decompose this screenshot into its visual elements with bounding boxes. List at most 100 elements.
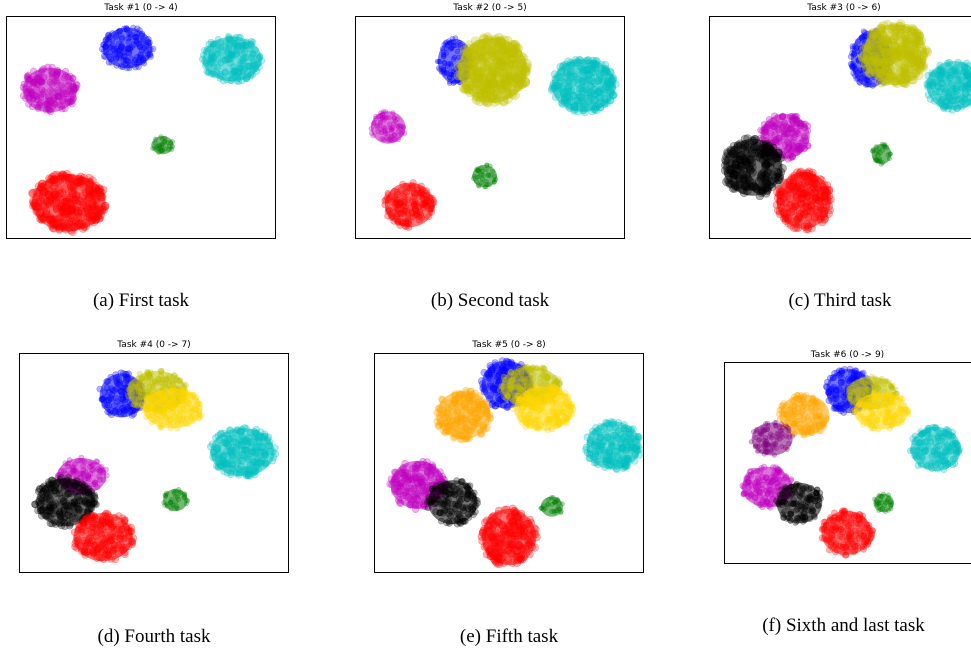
scatter-point (620, 425, 629, 433)
scatter-point (723, 175, 733, 184)
scatter-point (69, 74, 77, 82)
scatter-point (392, 212, 400, 220)
scatter-point (570, 106, 579, 115)
scatter-point (767, 157, 776, 167)
scatter-point (749, 181, 759, 191)
scatter-point (613, 433, 621, 441)
scatter-point (214, 463, 223, 471)
scatter-point (214, 35, 222, 43)
scatter-point (602, 458, 610, 467)
scatter-point (590, 105, 599, 114)
scatter-point (193, 394, 200, 401)
scatter-point (226, 446, 235, 454)
scatter-point (912, 28, 922, 38)
scatter-point (64, 489, 73, 498)
scatter-point (946, 74, 955, 82)
scatter-point (854, 38, 861, 45)
scatter-point (436, 58, 442, 65)
scatter-point (517, 388, 524, 396)
scatter-point (485, 172, 491, 178)
scatter-point (378, 110, 384, 116)
cluster-core (384, 182, 435, 228)
scatter-point (471, 91, 482, 102)
scatter-point (42, 101, 50, 109)
scatter-point (371, 119, 377, 126)
scatter-point (253, 453, 261, 462)
scatter-point (556, 77, 565, 86)
scatter-point (52, 499, 60, 508)
scatter-point (594, 76, 603, 85)
scatter-point (160, 410, 168, 417)
scatter-point (734, 174, 744, 184)
scatter-point (162, 381, 169, 388)
scatter-point (399, 464, 407, 472)
scatter-point (220, 459, 229, 467)
scatter-point (122, 370, 129, 378)
scatter-point (111, 48, 119, 56)
scatter-point (120, 516, 129, 525)
scatter-point (905, 49, 915, 59)
cluster-core (202, 36, 262, 82)
scatter-point (192, 406, 199, 413)
scatter-point (530, 416, 538, 424)
scatter-point (266, 438, 274, 446)
scatter-point (588, 56, 597, 65)
scatter-point (531, 398, 539, 406)
scatter-point (739, 166, 749, 176)
scatter-point (948, 66, 956, 74)
scatter-point (98, 540, 107, 548)
scatter-point (43, 489, 51, 497)
scatter-point (549, 400, 557, 408)
scatter-point (104, 550, 113, 558)
scatter-point (405, 476, 413, 485)
scatter-point (113, 378, 121, 386)
scatter-point (549, 79, 558, 88)
scatter-point (926, 82, 934, 90)
scatter-point (497, 368, 505, 376)
scatter-point (501, 365, 510, 373)
scatter-point (133, 37, 141, 45)
scatter-point (903, 58, 913, 68)
scatter-point (885, 64, 895, 74)
scatter-point (880, 77, 890, 87)
scatter-point (467, 387, 475, 396)
scatter-point (889, 72, 899, 82)
scatter-point (255, 437, 264, 445)
scatter-point (514, 66, 525, 76)
scatter-point (544, 394, 552, 402)
scatter-point (857, 67, 864, 74)
scatter-point (928, 81, 937, 89)
scatter-point (116, 531, 125, 540)
scatter-point (441, 41, 447, 48)
scatter-point (139, 379, 146, 386)
scatter-point (73, 502, 81, 510)
scatter-point (71, 86, 79, 94)
scatter-point (602, 82, 611, 91)
scatter-point (950, 65, 958, 73)
scatter-point (580, 99, 589, 108)
scatter-point (762, 160, 771, 169)
scatter-point (481, 424, 489, 433)
scatter-point (168, 415, 175, 423)
scatter-point (957, 76, 965, 84)
scatter-point (93, 211, 102, 221)
scatter-point (256, 52, 264, 60)
scatter-point (725, 165, 735, 174)
scatter-point (520, 76, 530, 87)
scatter-point (66, 98, 74, 106)
scatter-point (232, 443, 240, 452)
scatter-point (600, 437, 609, 445)
scatter-point (479, 426, 487, 434)
scatter-point (144, 42, 151, 49)
scatter-point (561, 390, 569, 397)
scatter-point (568, 403, 576, 411)
scatter-point (63, 90, 71, 98)
scatter-point (489, 383, 498, 391)
scatter-point (482, 60, 492, 71)
scatter-point (51, 483, 59, 492)
scatter-point (59, 95, 67, 103)
scatter-point (954, 77, 963, 85)
scatter-point (472, 414, 481, 422)
scatter-point (510, 90, 520, 101)
scatter-point (46, 495, 55, 503)
